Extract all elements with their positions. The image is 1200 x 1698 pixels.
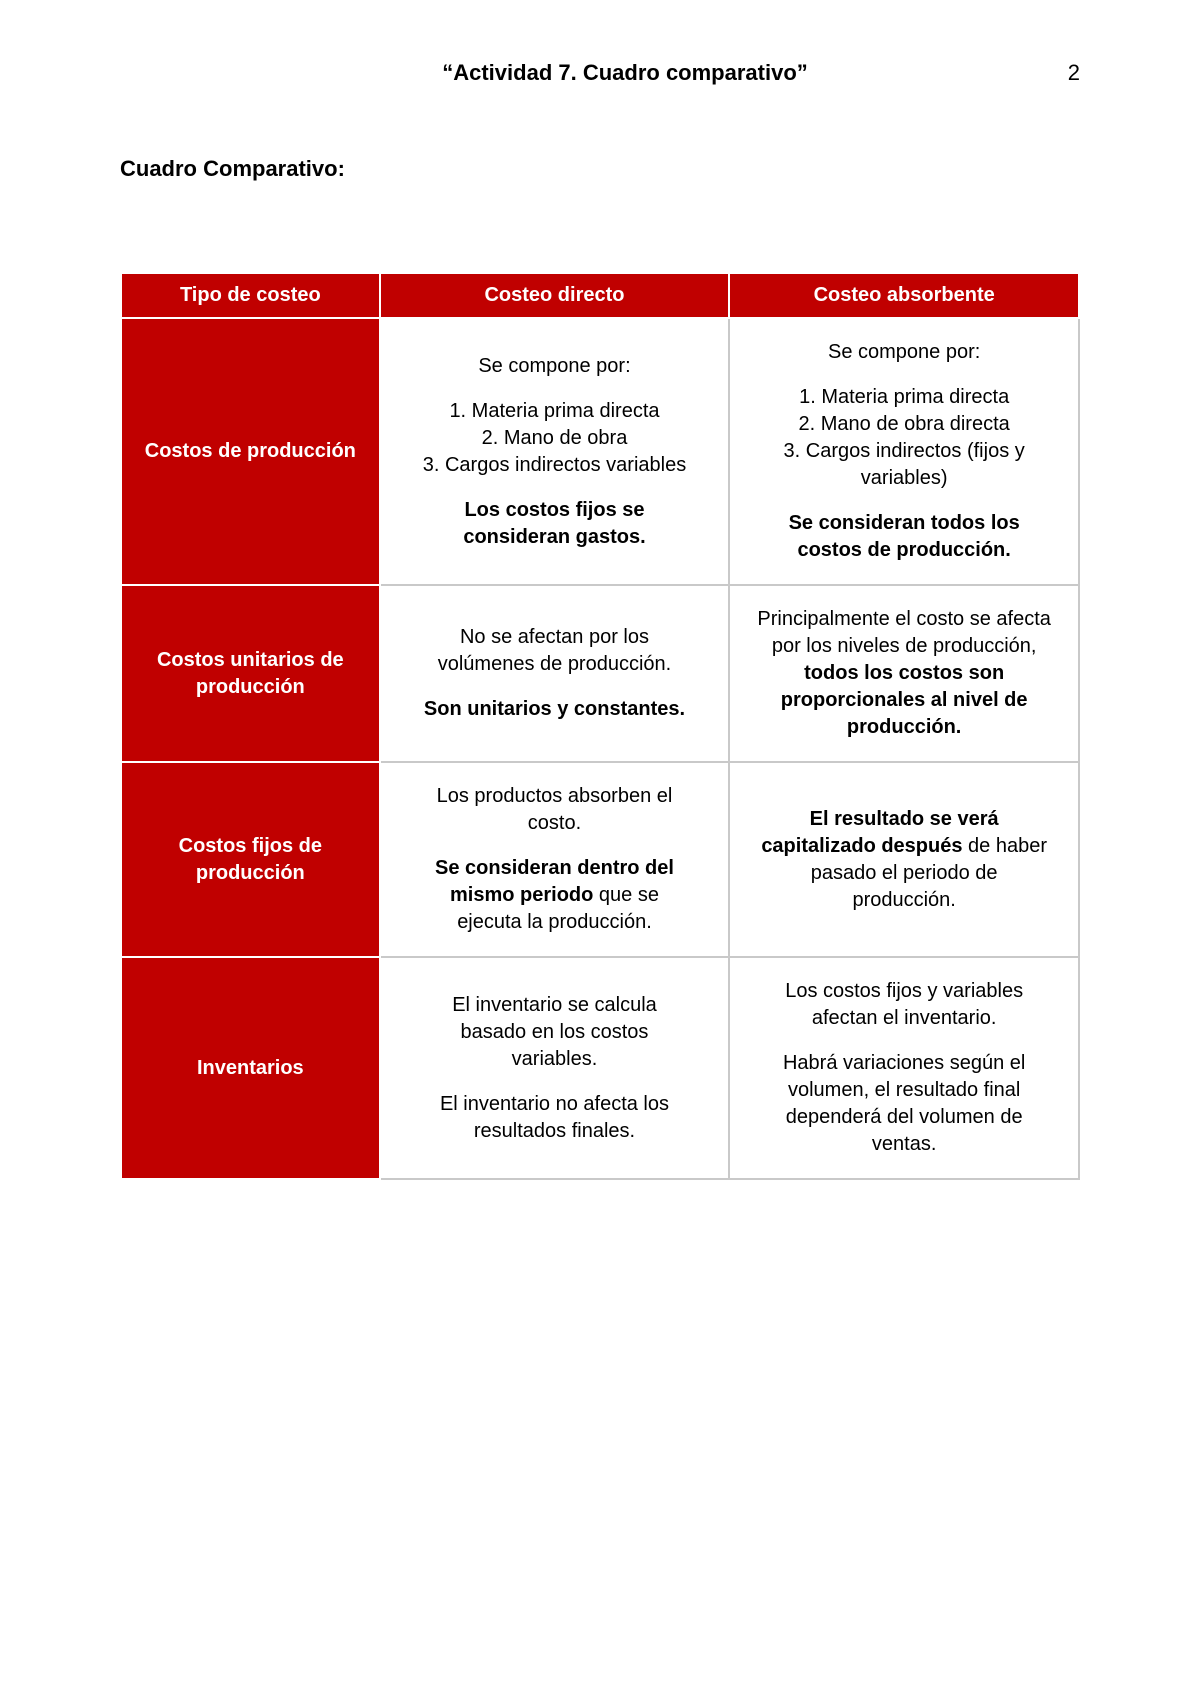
cell-list: 1. Materia prima directa 2. Mano de obra… (744, 384, 1064, 492)
cell-text: El inventario se calcula basado en los c… (395, 992, 715, 1073)
table-row: Costos de producción Se compone por: 1. … (121, 318, 1079, 585)
table-row: Costos unitarios de producción No se afe… (121, 585, 1079, 762)
table-row: Inventarios El inventario se calcula bas… (121, 957, 1079, 1179)
cell-text: Se compone por: (395, 353, 715, 380)
cell-text: No se afectan por los volúmenes de produ… (395, 624, 715, 678)
subtitle: Cuadro Comparativo: (120, 156, 1080, 182)
cell-text: El resultado se verá capitalizado despué… (744, 806, 1064, 914)
list-item: 3. Cargos indirectos variables (423, 454, 686, 476)
cell-absorb: Se compone por: 1. Materia prima directa… (729, 318, 1079, 585)
list-item: variables) (861, 467, 948, 489)
row-label: Costos de producción (121, 318, 380, 585)
cell-absorb: Los costos fijos y variables afectan el … (729, 957, 1079, 1179)
header-row: “Actividad 7. Cuadro comparativo” 2 (120, 60, 1080, 86)
cell-text: Se compone por: (744, 339, 1064, 366)
cell-text: Los costos fijos y variables afectan el … (744, 978, 1064, 1032)
cell-bold: Los costos fijos se consideran gastos. (395, 497, 715, 551)
cell-direct: Los productos absorben el costo. Se cons… (380, 762, 730, 957)
page: “Actividad 7. Cuadro comparativo” 2 Cuad… (0, 0, 1200, 1698)
cell-bold: Se consideran todos los costos de produc… (744, 510, 1064, 564)
cell-absorb: Principalmente el costo se afecta por lo… (729, 585, 1079, 762)
list-item: 1. Materia prima directa (799, 386, 1009, 408)
row-label: Costos unitarios de producción (121, 585, 380, 762)
table-row: Costos fijos de producción Los productos… (121, 762, 1079, 957)
col-header-directo: Costeo directo (380, 273, 730, 318)
cell-absorb: El resultado se verá capitalizado despué… (729, 762, 1079, 957)
table-header-row: Tipo de costeo Costeo directo Costeo abs… (121, 273, 1079, 318)
cell-text: Habrá variaciones según el volumen, el r… (744, 1050, 1064, 1158)
col-header-absorbente: Costeo absorbente (729, 273, 1079, 318)
cell-list: 1. Materia prima directa 2. Mano de obra… (395, 398, 715, 479)
list-item: 2. Mano de obra (482, 427, 628, 449)
cell-bold: Son unitarios y constantes. (395, 696, 715, 723)
row-label: Costos fijos de producción (121, 762, 380, 957)
page-number: 2 (1050, 60, 1080, 86)
cell-direct: El inventario se calcula basado en los c… (380, 957, 730, 1179)
cell-direct: No se afectan por los volúmenes de produ… (380, 585, 730, 762)
cell-text: El inventario no afecta los resultados f… (395, 1091, 715, 1145)
cell-direct: Se compone por: 1. Materia prima directa… (380, 318, 730, 585)
header-title: “Actividad 7. Cuadro comparativo” (120, 60, 1050, 86)
cell-text: Los productos absorben el costo. (395, 783, 715, 837)
row-label: Inventarios (121, 957, 380, 1179)
cell-text: Se consideran dentro del mismo periodo q… (395, 855, 715, 936)
col-header-tipo: Tipo de costeo (121, 273, 380, 318)
list-item: 3. Cargos indirectos (fijos y (784, 440, 1025, 462)
list-item: 1. Materia prima directa (449, 400, 659, 422)
comparison-table: Tipo de costeo Costeo directo Costeo abs… (120, 272, 1080, 1180)
cell-text: Principalmente el costo se afecta por lo… (744, 606, 1064, 741)
list-item: 2. Mano de obra directa (799, 413, 1010, 435)
